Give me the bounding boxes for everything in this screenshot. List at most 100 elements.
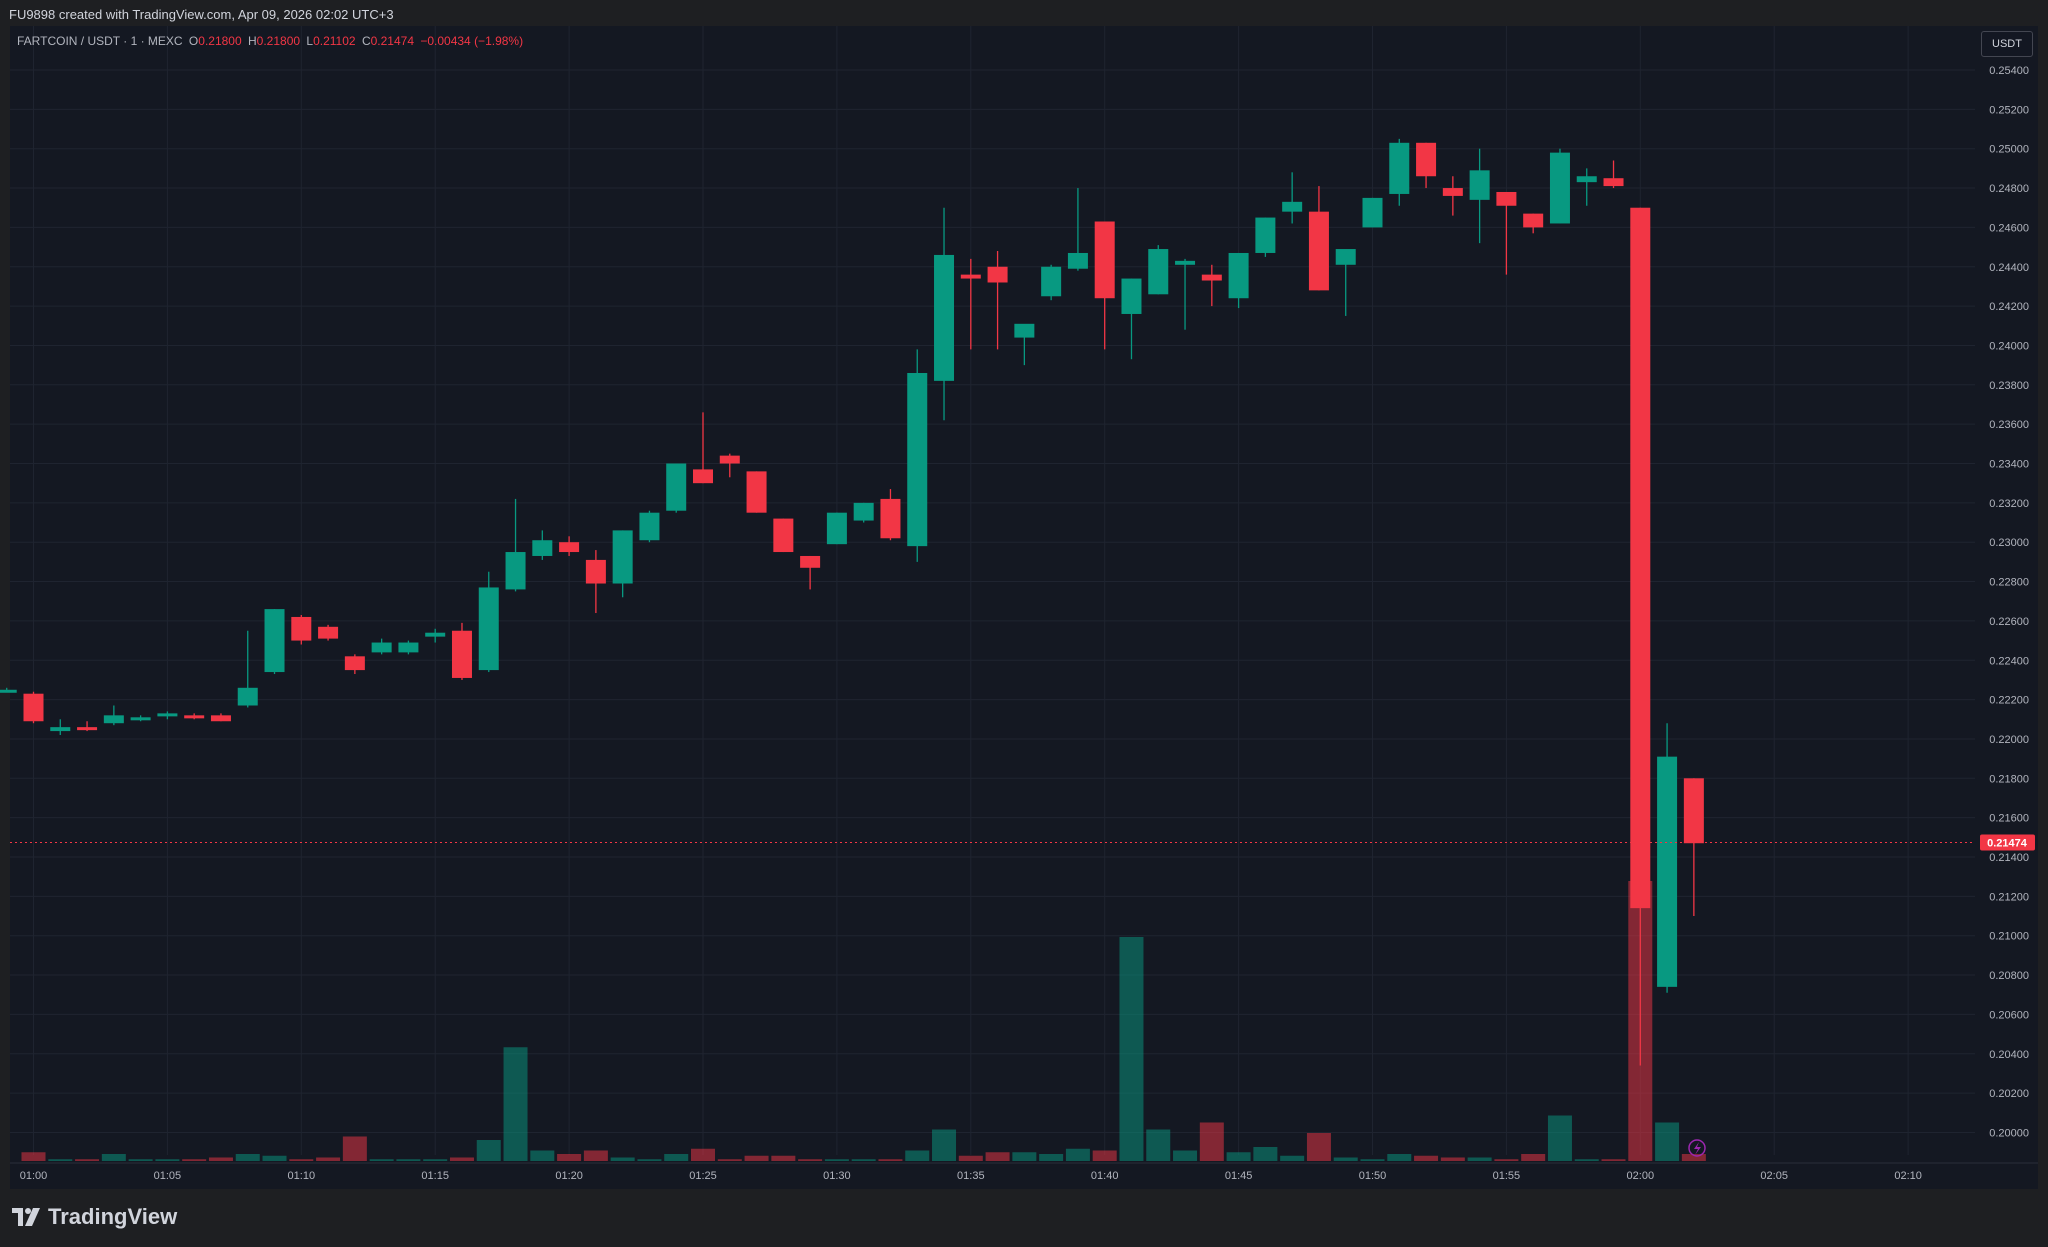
volume-bar	[798, 1159, 823, 1161]
volume-bar	[691, 1148, 715, 1161]
candle-body	[719, 455, 740, 464]
volume-bar	[1681, 1154, 1706, 1161]
volume-bar	[262, 1155, 287, 1161]
price-tick-label: 0.22400	[1989, 655, 2029, 667]
candle-body	[50, 727, 71, 732]
volume-bar	[396, 1159, 421, 1161]
currency-unit-button[interactable]: USDT	[1981, 31, 2033, 57]
time-tick-label: 02:05	[1760, 1170, 1788, 1182]
volume-bar	[476, 1140, 501, 1161]
lightning-icon[interactable]	[1688, 1139, 1706, 1157]
price-tick-label: 0.22600	[1989, 616, 2029, 628]
volume-bar	[21, 1152, 46, 1161]
volume-bar	[1521, 1154, 1546, 1161]
volume-bar	[1547, 1115, 1572, 1161]
price-tick-label: 0.24600	[1989, 222, 2029, 234]
price-tick-label: 0.24200	[1989, 301, 2029, 313]
candle-body	[398, 642, 419, 653]
volume-bar	[423, 1159, 448, 1161]
time-tick-label: 01:25	[689, 1170, 717, 1182]
price-tick-label: 0.20800	[1989, 970, 2029, 982]
candle-body	[371, 642, 392, 653]
price-axis: 0.25400 0.25200 0.25000 0.24800 0.24600 0.244…	[1989, 65, 2029, 1139]
volume-bar	[1119, 937, 1144, 1161]
symbol-name[interactable]: FARTCOIN / USDT · 1 · MEXC	[17, 34, 183, 48]
volume-bar	[1146, 1129, 1171, 1161]
volume-bar	[1387, 1154, 1412, 1161]
price-tick-label: 0.21600	[1989, 813, 2029, 825]
candle-body	[853, 502, 874, 521]
candle-body	[1094, 221, 1115, 299]
candle-body	[344, 656, 365, 671]
price-tick-label: 0.20600	[1989, 1009, 2029, 1021]
candle-body	[1549, 152, 1570, 224]
time-axis: 01:00 01:05 01:10 01:15 01:20 01:25 01:30 01:35…	[10, 1162, 2038, 1182]
candle-body	[907, 372, 928, 547]
volume-bar	[1333, 1157, 1358, 1161]
chart-area[interactable]	[10, 26, 2038, 1189]
candle-body	[960, 274, 981, 279]
time-tick-label: 02:00	[1627, 1170, 1655, 1182]
volume-bar	[1039, 1154, 1064, 1161]
open-label: O	[188, 34, 199, 48]
price-tick-label: 0.20000	[1989, 1127, 2029, 1139]
open-value: 0.21800	[198, 34, 242, 48]
low-label: L	[306, 34, 314, 48]
time-tick-label: 01:05	[154, 1170, 182, 1182]
price-tick-label: 0.22000	[1989, 734, 2029, 746]
header-bar: FU9898 created with TradingView.com, Apr…	[0, 0, 2048, 26]
volume-bar	[717, 1159, 742, 1161]
time-tick-label: 01:10	[288, 1170, 316, 1182]
lightning-icon-bolt	[1694, 1142, 1701, 1155]
tradingview-logo[interactable]: TradingView	[12, 1204, 177, 1230]
candle-body	[1469, 170, 1490, 200]
candle-body	[585, 559, 606, 584]
price-tick-label: 0.24400	[1989, 262, 2029, 274]
candle-body	[987, 266, 1008, 283]
time-tick-label: 01:30	[823, 1170, 851, 1182]
candle-body	[1523, 213, 1544, 228]
candle-body	[1442, 188, 1463, 196]
volume-bar	[610, 1157, 635, 1161]
volume-bar	[1012, 1152, 1037, 1161]
volume-bar	[637, 1159, 662, 1161]
candle-body	[425, 632, 446, 637]
candle-body	[800, 555, 821, 568]
volume-bar	[932, 1129, 957, 1161]
time-tick-label: 01:50	[1359, 1170, 1387, 1182]
price-tick-label: 0.22200	[1989, 695, 2029, 707]
price-tick-label: 0.23600	[1989, 419, 2029, 431]
footer	[0, 1189, 2048, 1247]
candle-body	[1308, 211, 1329, 291]
chart-grid	[10, 26, 1975, 1155]
time-tick-label: 01:35	[957, 1170, 985, 1182]
volume-bar	[583, 1150, 608, 1161]
candle-body	[1630, 207, 1651, 909]
candle-body	[130, 717, 151, 721]
volume-bar	[1574, 1159, 1599, 1161]
volume-bar	[369, 1159, 394, 1161]
high-label: H	[248, 34, 257, 48]
price-tick-label: 0.21800	[1989, 773, 2029, 785]
volume-bar	[958, 1155, 983, 1161]
price-tick-label: 0.23800	[1989, 380, 2029, 392]
volume-bar	[342, 1136, 367, 1161]
volume-bar	[316, 1157, 341, 1161]
close-label: C	[361, 34, 371, 48]
volume-bar	[101, 1154, 126, 1161]
candle-body	[639, 512, 660, 541]
candle-body	[77, 727, 98, 731]
price-tick-label: 0.20400	[1989, 1049, 2029, 1061]
candle-body	[1067, 252, 1088, 269]
candle-body	[1282, 201, 1303, 212]
price-tick-label: 0.25200	[1989, 104, 2029, 116]
candle-body	[1121, 278, 1142, 314]
last-price-marker: 0.21474	[10, 834, 2035, 1157]
price-tick-label: 0.23000	[1989, 537, 2029, 549]
candle-body	[532, 540, 553, 556]
volume-bar	[1199, 1122, 1224, 1161]
volume-bar	[235, 1154, 260, 1161]
candle-body	[1683, 778, 1704, 844]
candle-body	[1603, 178, 1624, 187]
